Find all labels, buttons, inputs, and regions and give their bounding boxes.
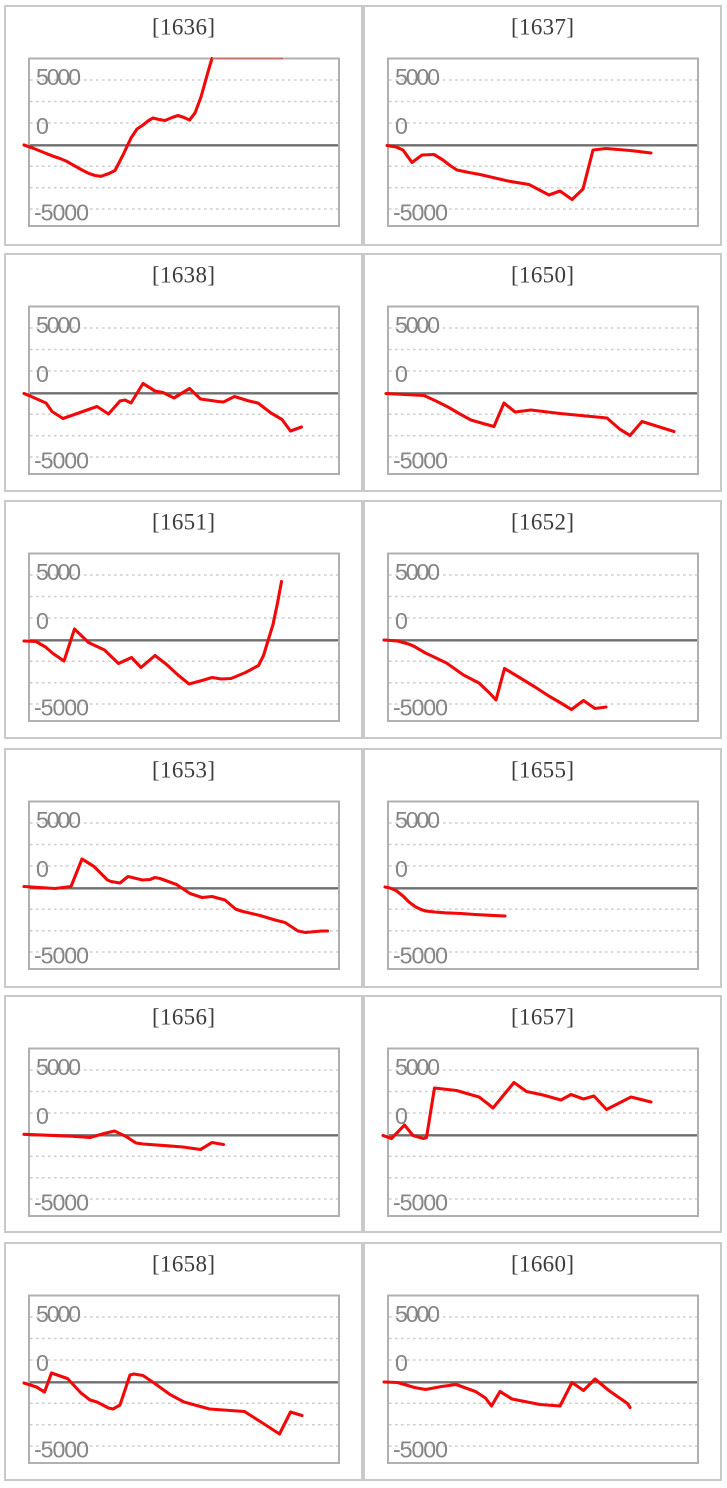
svg-text:-5000: -5000 [34,1190,89,1216]
svg-text:[1657]: [1657] [511,1004,574,1029]
svg-text:5000: 5000 [395,559,440,585]
svg-text:0: 0 [395,1103,408,1129]
svg-text:0: 0 [36,361,49,387]
svg-text:5000: 5000 [395,807,440,833]
svg-text:-5000: -5000 [34,943,89,969]
svg-text:5000: 5000 [36,312,81,338]
svg-text:5000: 5000 [36,807,81,833]
svg-text:-5000: -5000 [34,200,89,226]
svg-text:[1636]: [1636] [152,14,215,39]
svg-text:-5000: -5000 [393,695,448,721]
svg-text:0: 0 [36,1103,49,1129]
svg-text:5000: 5000 [395,312,440,338]
svg-text:0: 0 [36,856,49,882]
svg-text:[1637]: [1637] [511,14,574,39]
svg-text:[1653]: [1653] [152,757,215,782]
svg-text:-5000: -5000 [393,943,448,969]
svg-text:0: 0 [36,113,49,139]
svg-text:-5000: -5000 [393,1437,448,1463]
svg-text:0: 0 [395,1350,408,1376]
svg-text:[1658]: [1658] [152,1251,215,1276]
svg-text:[1656]: [1656] [152,1004,215,1029]
svg-text:[1660]: [1660] [511,1251,574,1276]
svg-text:5000: 5000 [36,559,81,585]
svg-text:0: 0 [395,608,408,634]
svg-text:-5000: -5000 [393,1190,448,1216]
svg-text:[1655]: [1655] [511,757,574,782]
svg-text:5000: 5000 [36,1301,81,1327]
svg-text:0: 0 [395,856,408,882]
svg-text:-5000: -5000 [34,695,89,721]
svg-text:[1651]: [1651] [152,509,215,534]
svg-text:0: 0 [36,1350,49,1376]
svg-text:0: 0 [36,608,49,634]
svg-text:-5000: -5000 [393,448,448,474]
svg-text:5000: 5000 [36,1054,81,1080]
svg-text:[1638]: [1638] [152,262,215,287]
svg-text:0: 0 [395,113,408,139]
svg-text:-5000: -5000 [34,1437,89,1463]
svg-text:5000: 5000 [36,64,81,90]
svg-text:[1652]: [1652] [511,509,574,534]
svg-text:-5000: -5000 [393,200,448,226]
svg-text:5000: 5000 [395,1054,440,1080]
svg-text:5000: 5000 [395,1301,440,1327]
svg-text:[1650]: [1650] [511,262,574,287]
svg-text:-5000: -5000 [34,448,89,474]
svg-text:5000: 5000 [395,64,440,90]
svg-text:0: 0 [395,361,408,387]
